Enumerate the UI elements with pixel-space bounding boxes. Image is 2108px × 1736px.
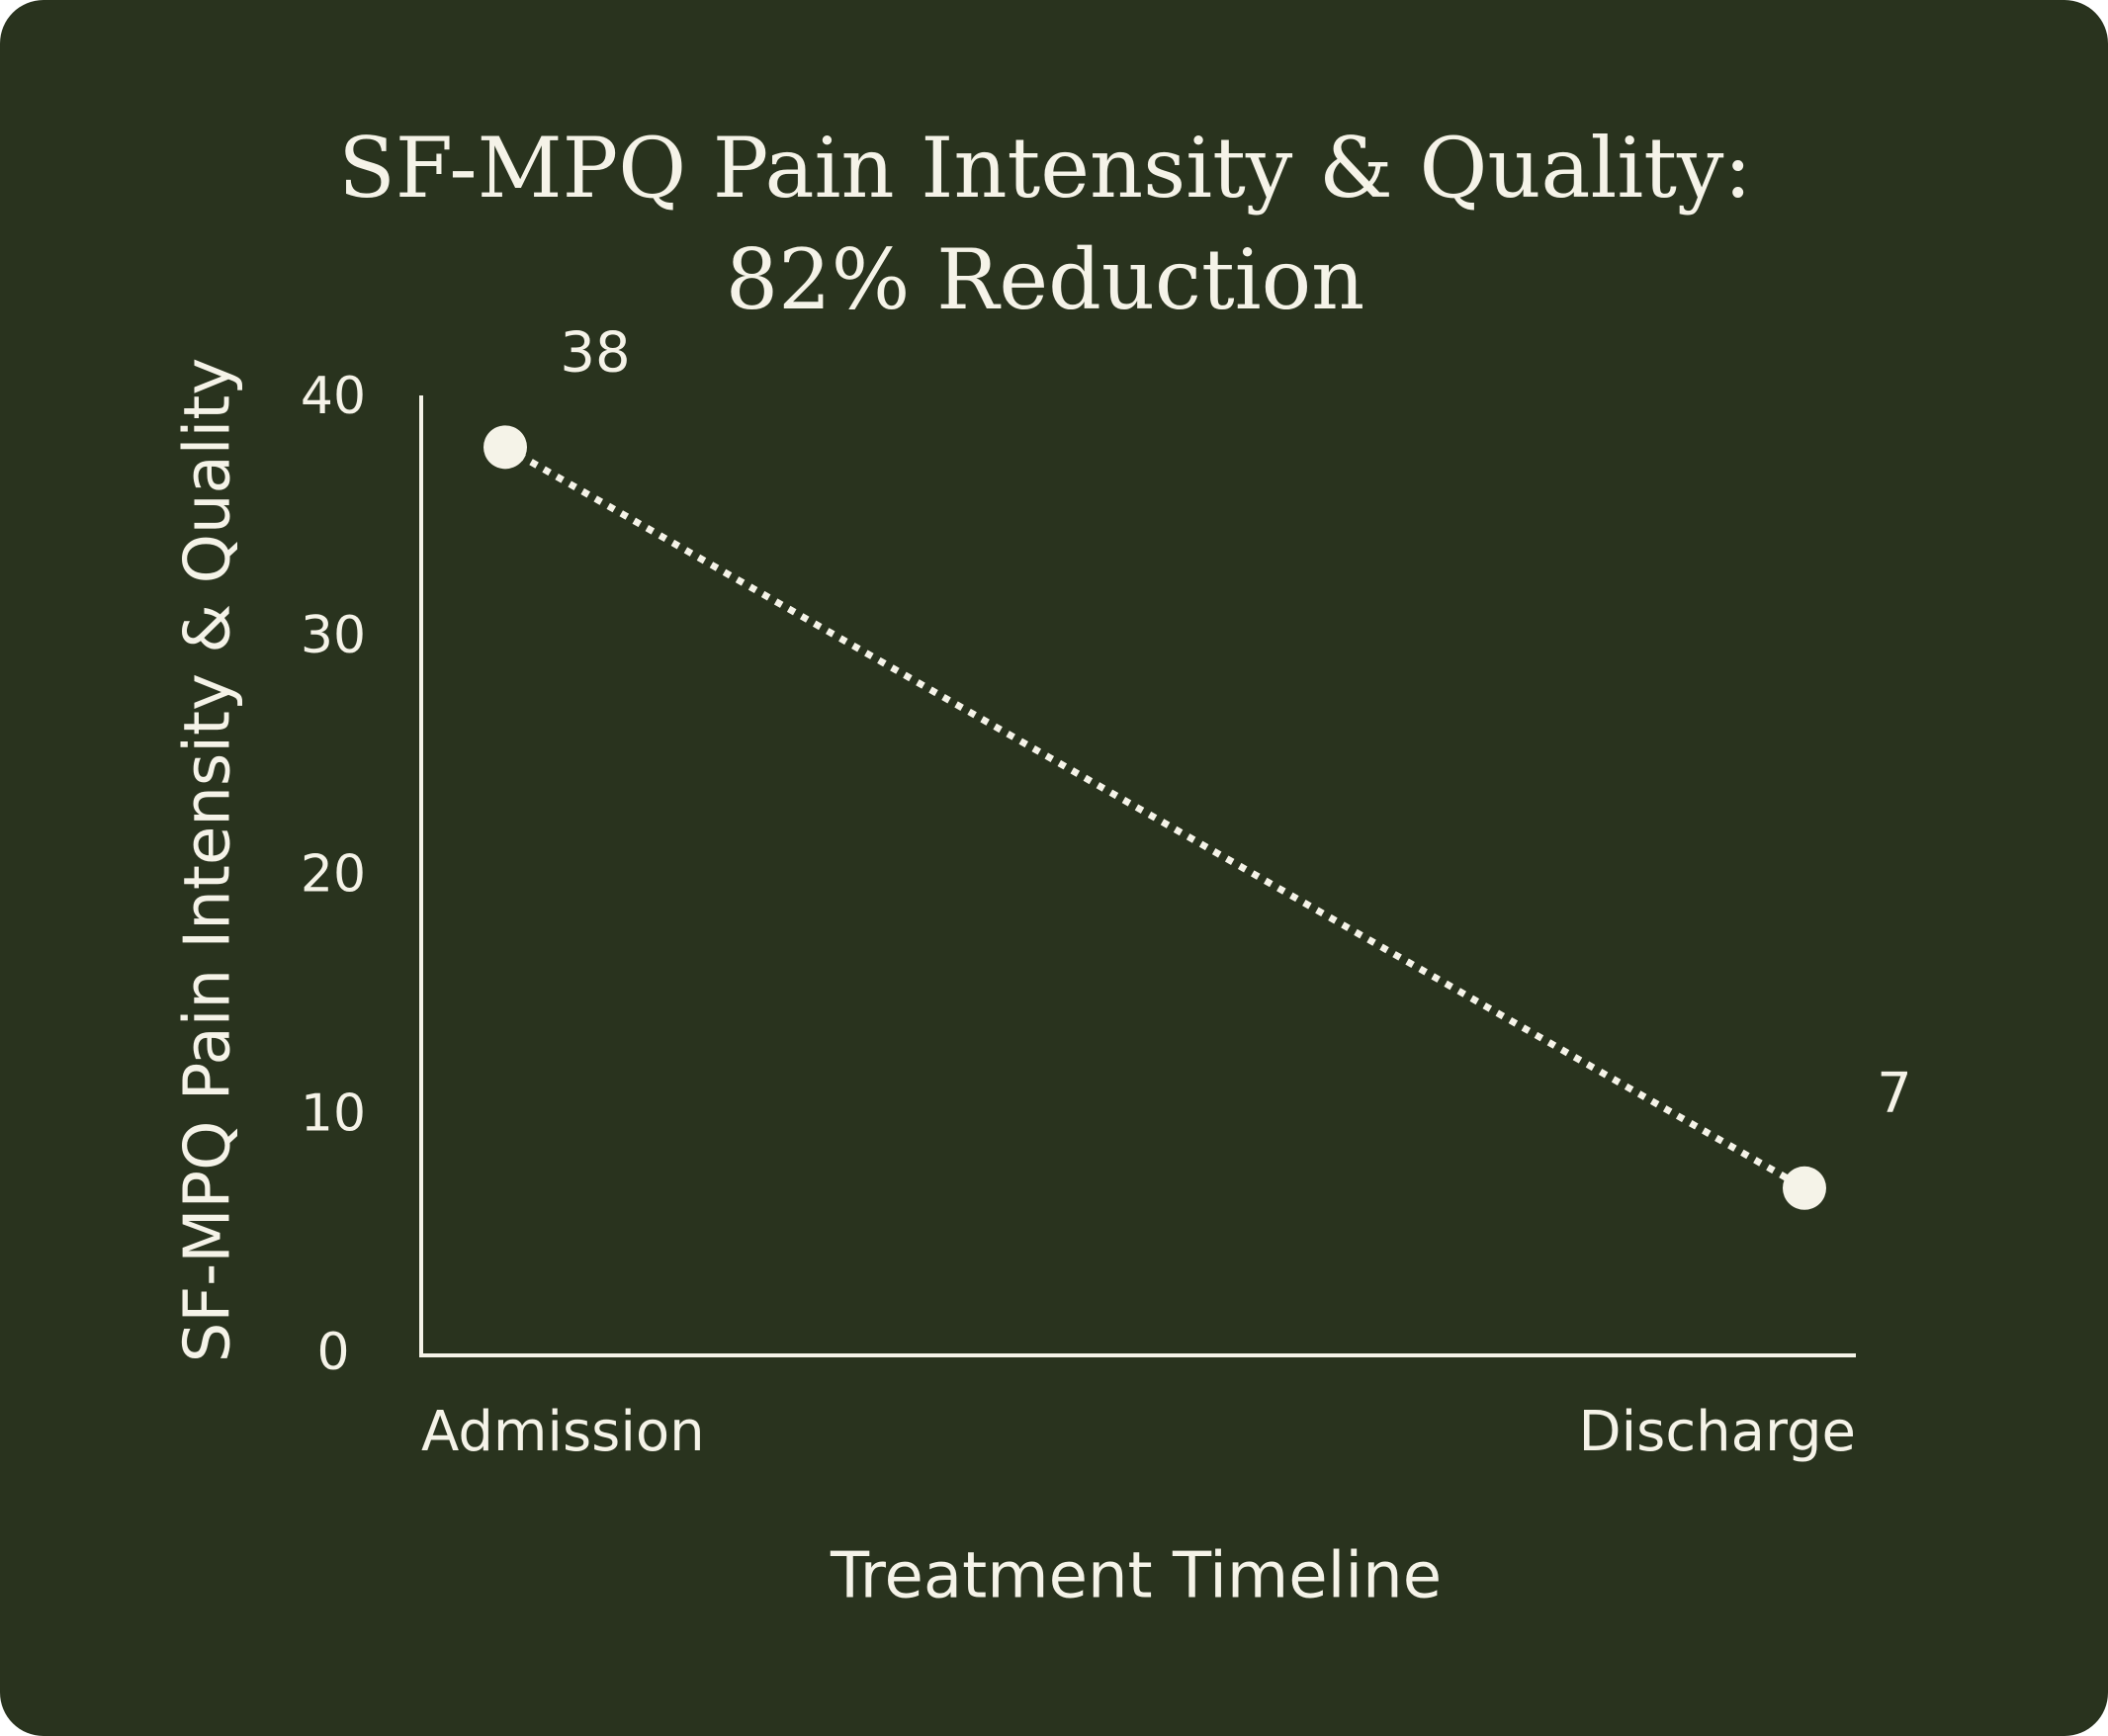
- x-tick-label: Admission: [421, 1400, 705, 1464]
- data-label: 7: [1877, 1062, 1912, 1126]
- y-tick-label: 40: [301, 367, 366, 426]
- x-axis-title: Treatment Timeline: [830, 1540, 1442, 1613]
- y-tick-label: 10: [301, 1084, 366, 1143]
- y-tick-label: 20: [301, 845, 366, 905]
- y-axis-title: SF-MPQ Pain Intensity & Quality: [172, 358, 245, 1363]
- y-tick-label: 30: [301, 606, 366, 665]
- series-line: [503, 444, 1806, 1191]
- chart-title: SF-MPQ Pain Intensity & Quality:: [338, 120, 1752, 217]
- data-label: 38: [560, 320, 630, 385]
- x-tick-label: Discharge: [1579, 1400, 1857, 1464]
- y-tick-label: 0: [316, 1323, 349, 1382]
- data-point: [483, 425, 527, 470]
- chart-title: 82% Reduction: [726, 231, 1365, 328]
- data-point: [1783, 1166, 1826, 1210]
